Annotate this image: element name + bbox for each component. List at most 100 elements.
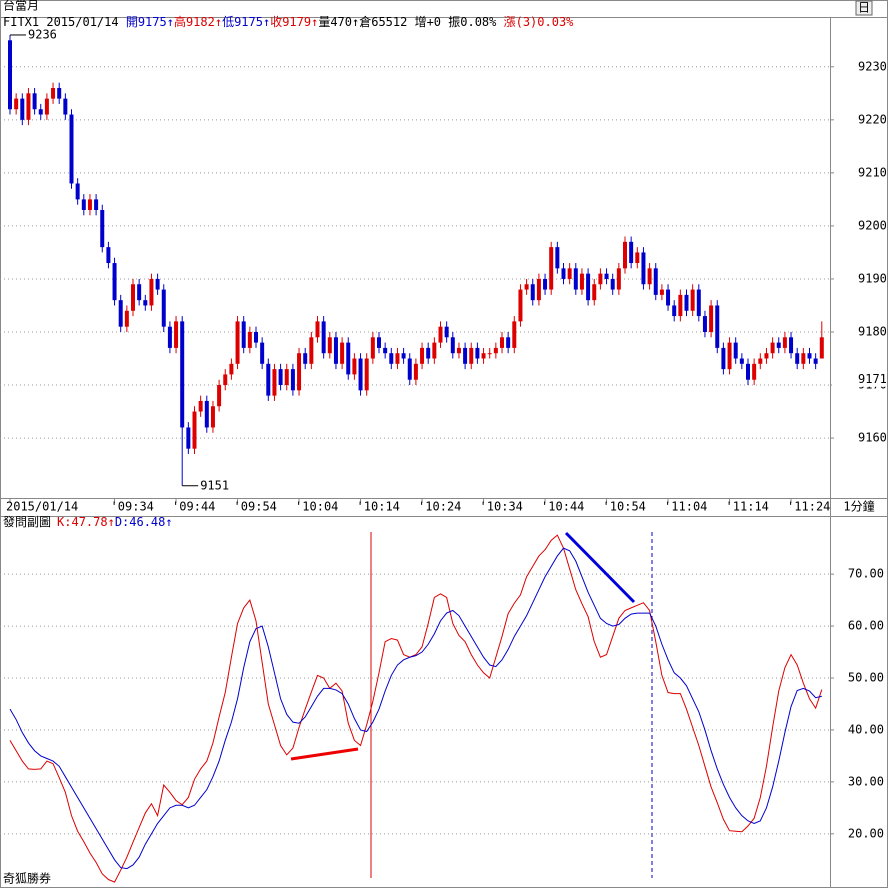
candle-body — [475, 347, 480, 359]
candle-body — [518, 289, 523, 322]
y-tick-label: 9220 — [858, 112, 887, 126]
candle-body — [217, 385, 222, 407]
quote-item: 高9182↑ — [174, 14, 222, 29]
candle-body — [266, 363, 271, 396]
candle-body — [321, 321, 326, 354]
candle-body — [204, 400, 209, 428]
candle-body — [87, 199, 92, 210]
candle-body — [383, 347, 388, 354]
candle-body — [530, 284, 535, 301]
candle-body — [413, 363, 418, 380]
indicator-title: 發問副圖 K:47.78↑D:46.48↑ — [3, 514, 173, 529]
y-tick-label: 9210 — [858, 165, 887, 179]
candle-body — [112, 263, 117, 301]
candle-body — [782, 337, 787, 348]
candle-body — [444, 326, 449, 338]
candle-body — [579, 273, 584, 290]
candle-body — [592, 284, 597, 301]
max-label: 9236 — [28, 27, 57, 41]
candle-body — [795, 353, 800, 364]
candle-body — [32, 93, 37, 110]
candle-body — [327, 337, 332, 354]
candle-body — [284, 369, 289, 386]
candle-body — [438, 326, 443, 343]
candle-body — [81, 199, 86, 210]
candle-body — [666, 289, 671, 306]
candle-body — [94, 199, 99, 210]
candle-body — [641, 252, 646, 285]
candle-body — [20, 98, 25, 120]
candle-body — [506, 337, 511, 348]
candle-body — [370, 337, 375, 359]
candle-body — [549, 247, 554, 290]
candle-body — [254, 331, 258, 343]
candle-body — [63, 98, 68, 115]
y-tick-label: 40.00 — [848, 722, 884, 736]
kd-line — [9, 534, 823, 883]
candle-body — [174, 321, 179, 348]
candle-body — [303, 353, 308, 364]
header-title: 台當月 — [3, 0, 39, 13]
candle-body — [813, 358, 818, 364]
candle-body — [278, 369, 283, 386]
candle-body — [733, 342, 738, 359]
candle-body — [247, 331, 252, 348]
quote-item: 量470↑倉65512 增+0 振0.08% — [318, 14, 503, 29]
candle-body — [739, 358, 744, 364]
candle-body — [463, 347, 468, 364]
candle-body — [315, 321, 320, 338]
candle-body — [567, 268, 572, 279]
candle-body — [647, 268, 652, 285]
candle-body — [450, 337, 455, 354]
candle-body — [124, 310, 129, 327]
y-tick-label: 30.00 — [848, 774, 884, 788]
candle-body — [715, 305, 720, 348]
candle-body — [690, 289, 695, 311]
candle-body — [389, 353, 394, 364]
candle-body — [561, 268, 566, 279]
quote-line: FITX1 2015/01/14 開9175↑高9182↑低9175↑收9179… — [3, 14, 574, 29]
candle-body — [770, 342, 775, 354]
period-button-label[interactable]: 日 — [858, 1, 870, 15]
quote-item: 漲(3)0.03% — [504, 15, 575, 29]
candle-body — [118, 300, 123, 327]
quote-item: 低9175↑ — [222, 15, 270, 29]
footer: 奇狐勝券 — [3, 871, 51, 886]
candle-body — [481, 353, 486, 359]
x-tick-label: '10:14 — [357, 500, 400, 514]
y-tick-label: 9190 — [858, 271, 887, 285]
candle-body — [653, 268, 658, 295]
candle-body — [131, 284, 135, 311]
candle-body — [192, 411, 197, 449]
candle-body — [524, 284, 529, 290]
candle-body — [456, 347, 461, 354]
x-tick-label: 2015/01/14 — [6, 500, 78, 514]
candle-body — [727, 342, 732, 370]
candle-body — [469, 347, 474, 364]
candle-body — [776, 342, 781, 348]
y-tick-label: 9160 — [858, 431, 887, 445]
candle-body — [260, 342, 265, 364]
x-tick-label: '10:34 — [480, 500, 523, 514]
candle-body — [659, 289, 664, 295]
legend-entry: D:46.48↑ — [115, 515, 173, 529]
candle-body — [69, 114, 74, 184]
candle-body — [149, 278, 154, 306]
candle-body — [746, 363, 750, 380]
candle-body — [377, 337, 381, 348]
candle-body — [604, 273, 609, 279]
indicator-name: 發問副圖 — [3, 514, 51, 529]
candle-body — [241, 321, 246, 348]
candle-body — [752, 363, 757, 380]
candle-body — [493, 347, 498, 354]
candle-body — [758, 358, 763, 364]
x-tick-label: '10:24 — [418, 500, 461, 514]
candle-body — [358, 358, 363, 391]
period-button[interactable] — [855, 0, 873, 16]
candle-body — [223, 374, 228, 386]
candle-body — [210, 406, 215, 428]
candle-body — [38, 109, 43, 115]
trend-line — [564, 531, 636, 604]
x-tick-label: '09:54 — [234, 500, 277, 514]
